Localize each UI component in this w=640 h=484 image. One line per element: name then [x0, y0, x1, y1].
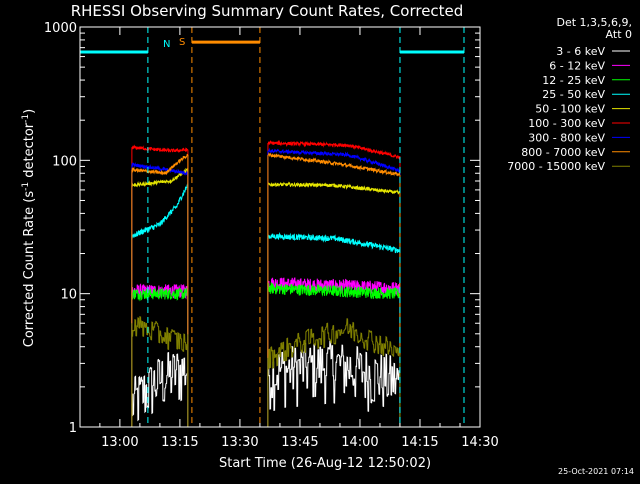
y-tick-1: 1 [69, 299, 480, 436]
series-1-segment-1 [131, 351, 189, 422]
y-tick-3: 100 [52, 32, 480, 169]
legend-label: 50 - 100 keV [535, 103, 605, 116]
legend-entry-7: 300 - 800 keV [528, 131, 630, 144]
x-tick-label: 14:15 [401, 435, 438, 450]
series-4-segment-2 [267, 231, 401, 254]
y-tick-4: 1000 [44, 21, 480, 36]
generation-timestamp: 25-Oct-2021 07:14 [558, 467, 634, 476]
legend-label: 300 - 800 keV [528, 131, 605, 144]
y-axis-label-sup-1: -1 [21, 182, 31, 191]
legend-label: 100 - 300 keV [528, 117, 605, 130]
series-1-segment-2 [267, 339, 401, 412]
legend-label: 7000 - 15000 keV [507, 160, 605, 173]
night-interval-2 [399, 27, 465, 427]
x-tick-label: 14:00 [341, 435, 378, 450]
x-tick-3: 13:30 [221, 27, 281, 450]
y-tick-label: 1 [69, 421, 77, 436]
legend-entry-4: 25 - 50 keV [542, 88, 630, 101]
x-tick-label: 13:45 [281, 435, 318, 450]
x-tick-5: 14:00 [341, 27, 401, 450]
x-tick-2: 13:15 [161, 27, 221, 450]
y-axis-label-close: ) [22, 109, 37, 114]
series-3-segment-1 [131, 287, 189, 302]
series-6-segment-2 [267, 139, 401, 161]
x-tick-7: 14:30 [461, 27, 499, 450]
y-axis-label: Corrected Count Rate (s-1 detector-1) [21, 109, 37, 347]
saa-label: S [179, 37, 185, 48]
series-8-segment-2 [267, 152, 401, 177]
series-8-segment-1 [131, 153, 189, 176]
series-3-segment-2 [267, 282, 401, 300]
legend-entry-6: 100 - 300 keV [528, 117, 630, 130]
x-tick-label: 13:15 [161, 435, 198, 450]
legend-header-line-2: Att 0 [606, 28, 632, 41]
legend-entry-5: 50 - 100 keV [535, 103, 630, 116]
legend-entry-3: 12 - 25 keV [542, 74, 630, 87]
series-5-segment-2 [267, 181, 401, 195]
x-tick-label: 14:30 [461, 435, 498, 450]
y-tick-label: 10 [60, 288, 77, 303]
series-9-segment-2 [267, 318, 401, 370]
y-tick-2: 10 [60, 165, 480, 303]
legend-label: 3 - 6 keV [556, 45, 605, 58]
legend-entry-9: 7000 - 15000 keV [507, 160, 630, 173]
series-5-segment-1 [131, 167, 189, 188]
series-9-segment-1 [131, 316, 189, 352]
legend-label: 6 - 12 keV [549, 59, 605, 72]
legend-entry-2: 6 - 12 keV [549, 59, 630, 72]
legend-label: 25 - 50 keV [542, 88, 605, 101]
series-4-segment-1 [131, 182, 189, 239]
x-tick-label: 13:30 [221, 435, 258, 450]
x-tick-1: 13:00 [101, 27, 161, 450]
series-6-segment-1 [131, 144, 189, 153]
night-label: N [163, 39, 170, 50]
series-7-segment-1 [131, 162, 189, 177]
legend-entry-1: 3 - 6 keV [556, 45, 630, 58]
axis-layer: 13:00 13:15 13:30 13:45 14:00 14:15 14:30 1 10 10… [44, 21, 499, 450]
x-tick-4: 13:45 [281, 27, 341, 450]
legend-header-line-1: Det 1,3,5,6,9, [556, 16, 632, 29]
y-axis-label-sup-2: -1 [21, 114, 31, 123]
legend-label: 12 - 25 keV [542, 74, 605, 87]
x-tick-6: 14:15 [401, 27, 461, 450]
y-tick-label: 1000 [44, 21, 77, 36]
x-axis-label: Start Time (26-Aug-12 12:50:02) [219, 456, 431, 471]
legend-label: 800 - 7000 keV [521, 146, 605, 159]
legend-entry-8: 800 - 7000 keV [521, 146, 630, 159]
saa-interval-1 [191, 27, 261, 427]
y-axis-label-main: Corrected Count Rate (s [22, 191, 37, 348]
y-tick-label: 100 [52, 154, 77, 169]
series-7-segment-2 [267, 147, 401, 174]
x-tick-label: 13:00 [101, 435, 138, 450]
chart-title: RHESSI Observing Summary Count Rates, Co… [71, 2, 464, 20]
y-axis-label-mid: detector [22, 122, 37, 182]
